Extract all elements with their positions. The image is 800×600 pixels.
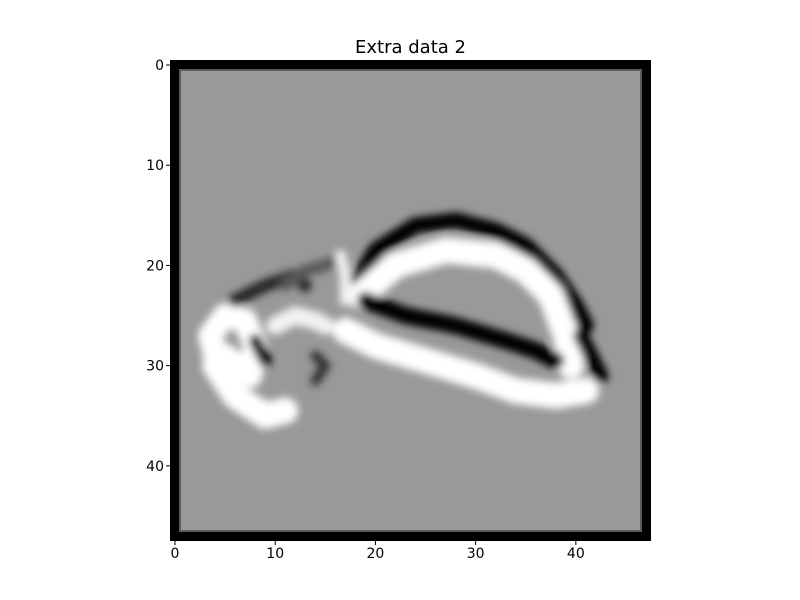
stroke-small-dark-mark (310, 350, 331, 386)
heatmap-image (170, 60, 651, 541)
stroke-upper-white-band (347, 237, 584, 379)
stroke-left-white-loop (198, 303, 268, 388)
y-tick-label: 40 (146, 459, 164, 475)
x-axis: 0 10 20 30 40 (171, 541, 585, 562)
y-tick-label: 20 (146, 258, 164, 274)
x-tick-label: 0 (171, 546, 180, 562)
stroke-lower-white-band (332, 317, 599, 409)
frame-outer (170, 60, 651, 541)
x-tick-label: 30 (467, 546, 485, 562)
stroke-middle-dark-band (356, 292, 565, 370)
y-tick-label: 30 (146, 359, 164, 375)
y-axis: 0 10 20 30 40 (146, 58, 170, 475)
chart-title: Extra data 2 (355, 37, 466, 58)
x-tick-label: 20 (367, 546, 385, 562)
frame-inner (179, 69, 642, 532)
stroke-left-white-tail (202, 352, 299, 429)
x-tick-label: 40 (567, 546, 585, 562)
y-tick-label: 0 (155, 58, 164, 74)
stroke-left-dark-spot (248, 334, 272, 368)
stroke-small-white-mark (334, 249, 351, 306)
stroke-left-white-top (266, 306, 335, 335)
y-tick-label: 10 (146, 158, 164, 174)
stroke-right-dark-tip (573, 328, 609, 384)
heatmap-strokes (198, 212, 609, 429)
x-tick-label: 10 (266, 546, 284, 562)
stroke-upper-dark-arc (347, 212, 594, 334)
stroke-upper-left-grey-mark (279, 254, 342, 292)
heatmap-frame (170, 60, 651, 541)
